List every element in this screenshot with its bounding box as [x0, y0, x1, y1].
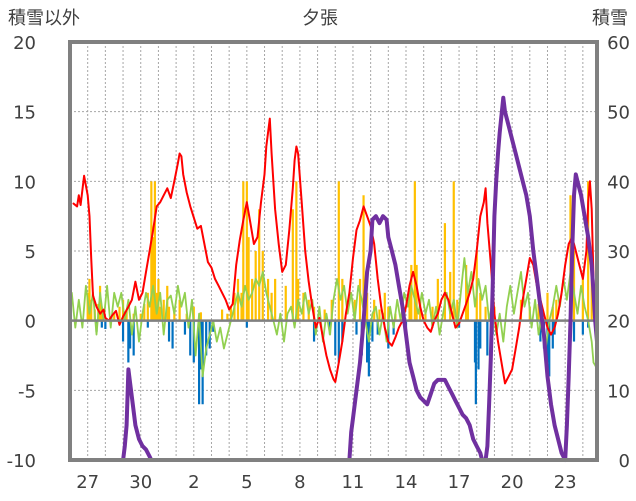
right-axis-label: 積雪: [592, 8, 628, 29]
chart-title: 夕張: [302, 8, 338, 29]
x-tick-label: 2: [188, 472, 199, 493]
x-tick-label: 5: [241, 472, 252, 493]
right-tick-label: 60: [607, 33, 630, 54]
right-tick-label: 10: [607, 381, 630, 402]
x-tick-label: 23: [554, 472, 577, 493]
x-tick-labels: 27 30 2 5 8 11 14 17 20 23: [76, 472, 576, 493]
left-tick-label: -5: [18, 381, 36, 402]
x-tick-label: 30: [129, 472, 152, 493]
left-tick-label: 15: [13, 103, 36, 124]
temperature-line: [72, 117, 598, 385]
right-tick-labels: 0 10 20 30 40 50 60: [607, 33, 630, 472]
left-tick-label: -10: [7, 451, 36, 472]
plot-frame: [68, 40, 599, 462]
temp-change-line: [70, 257, 598, 378]
right-tick-label: 30: [607, 242, 630, 263]
data-marks: [70, 95, 599, 462]
left-tick-labels: -10 -5 0 5 10 15 20: [7, 33, 36, 472]
right-tick-label: 50: [607, 103, 630, 124]
x-tick-label: 8: [294, 472, 305, 493]
snow-depth-line: [121, 95, 599, 462]
x-tick-label: 17: [448, 472, 471, 493]
right-tick-label: 0: [619, 451, 630, 472]
x-tick-label: 20: [501, 472, 524, 493]
left-axis-label: 積雪以外: [8, 8, 80, 29]
x-tick-label: 14: [395, 472, 418, 493]
right-tick-label: 40: [607, 172, 630, 193]
right-tick-label: 20: [607, 312, 630, 333]
left-tick-label: 0: [25, 312, 36, 333]
left-tick-label: 10: [13, 172, 36, 193]
x-tick-label: 11: [341, 472, 364, 493]
x-tick-label: 27: [76, 472, 99, 493]
left-tick-label: 20: [13, 33, 36, 54]
left-tick-label: 5: [25, 242, 36, 263]
